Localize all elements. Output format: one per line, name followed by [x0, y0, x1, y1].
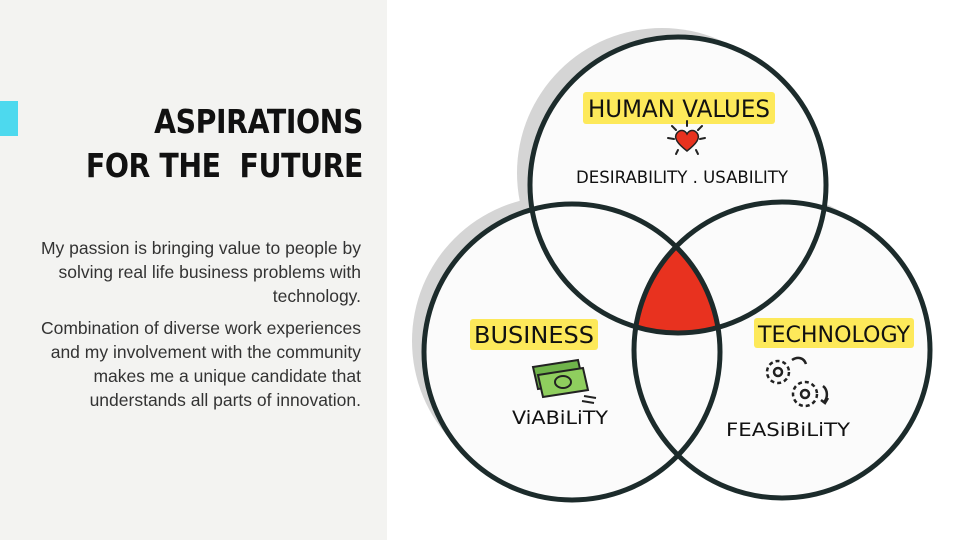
business-sublabel: ViABiLiTY	[512, 407, 608, 429]
left-panel: ASPIRATIONS FOR THE FUTURE My passion is…	[0, 0, 387, 540]
business-highlight	[470, 319, 598, 350]
human-label: HUMAN VALUES	[588, 95, 770, 123]
technology-label: TECHNOLOGY	[757, 323, 911, 348]
gears-icon	[765, 356, 830, 408]
slide-title: ASPIRATIONS FOR THE FUTURE	[71, 100, 364, 188]
accent-bar	[0, 101, 18, 136]
business-circle	[421, 201, 723, 503]
heart-icon	[667, 120, 706, 155]
technology-circle	[631, 199, 933, 501]
venn-svg: HUMAN VALUES DESIRABILITY . USABILITY BU…	[412, 28, 933, 503]
human-circle	[527, 34, 829, 336]
title-line-1: ASPIRATIONS	[154, 102, 363, 141]
business-circle-fill	[424, 204, 720, 500]
technology-highlight	[754, 318, 914, 348]
human-sublabel: DESIRABILITY . USABILITY	[576, 168, 789, 188]
body-text: My passion is bringing value to people b…	[21, 236, 361, 420]
money-icon	[531, 358, 597, 404]
technology-sublabel: FEASiBiLiTY	[726, 419, 850, 441]
technology-circle-fill	[634, 202, 930, 498]
business-label: BUSINESS	[474, 323, 594, 349]
title-line-2: FOR THE FUTURE	[85, 146, 364, 185]
paragraph-1: My passion is bringing value to people b…	[40, 238, 361, 306]
human-highlight	[583, 92, 775, 124]
paragraph-2: Combination of diverse work experiences …	[40, 318, 361, 410]
venn-diagram: HUMAN VALUES DESIRABILITY . USABILITY BU…	[400, 20, 960, 530]
